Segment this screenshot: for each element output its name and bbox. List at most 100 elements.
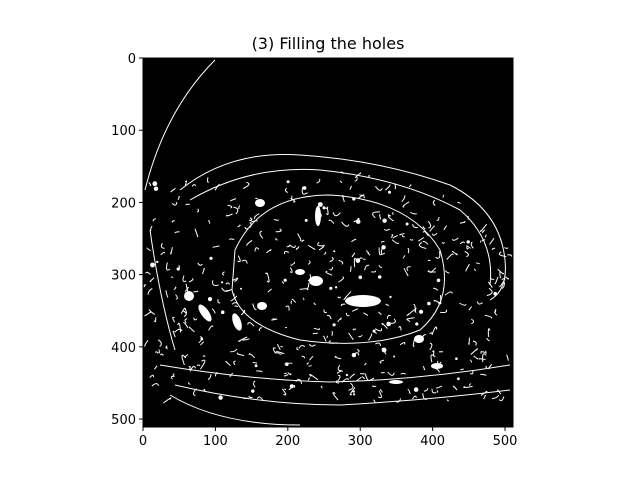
image-axes [142,57,514,428]
edge-fragment [415,307,417,314]
edge-fragment [469,359,473,363]
edge-fragment [275,237,278,241]
edge-fragment [498,396,505,402]
edge-fragment [160,242,165,249]
edge-fragment [341,378,349,383]
edge-fragment [436,385,443,389]
edge-fragment [208,219,211,224]
filled-hole [345,295,381,307]
edge-fragment [406,309,416,317]
edge-fragment [432,287,439,291]
edge-fragment [298,345,306,349]
edge-fragment [372,211,381,219]
edge-fragment [474,268,477,272]
edge-fragment [374,186,383,191]
edge-fragment [361,376,365,379]
y-axis: 0 100 200 300 400 500 [111,52,143,428]
edge-fragment [459,241,466,245]
edge-fragment [393,183,396,190]
edge-fragment [248,353,255,359]
edge-fragment [184,318,188,324]
filled-speck [352,197,356,201]
filled-speck [353,393,356,396]
edge-fragment [144,339,149,347]
edge-fragment [418,242,427,249]
edge-fragment [258,327,263,332]
edge-fragment [160,251,166,256]
edge-fragment [202,355,206,358]
edge-fragment [256,370,263,373]
filled-speck [334,286,338,289]
edge-fragment [170,276,174,279]
edge-fragment [395,398,402,403]
edge-fragment [242,338,250,341]
edge-fragment [429,332,433,335]
filled-speck [254,364,258,368]
edge-fragment [230,295,238,302]
edge-fragment [371,270,377,273]
edge-fragment [341,221,350,227]
edge-fragment [301,186,308,195]
edge-fragment [442,194,445,198]
filled-speck [207,297,213,302]
edge-fragment [358,334,363,338]
edge-fragment [234,305,239,308]
filled-speck [436,278,441,283]
edge-fragment [272,347,276,354]
edge-fragment [252,361,258,364]
edge-fragment [275,351,285,355]
filled-speck [389,295,392,299]
edge-fragment [231,302,238,305]
filled-speck [377,275,382,279]
edge-fragment [237,255,241,263]
filled-speck [322,206,326,210]
edge-fragment [191,184,197,187]
filled-speck [485,366,488,368]
edge-fragment [392,235,398,239]
edge-fragment [422,366,426,371]
edge-fragment [233,360,236,366]
edge-fragment [443,225,448,231]
edge-fragment [182,275,187,282]
edge-lower-band-1 [159,364,511,383]
y-tick-label: 300 [111,269,136,284]
edge-fragment [323,309,328,314]
edge-fragment [339,317,342,321]
edge-fragment [452,385,458,391]
edge-fragment [480,351,486,354]
filled-hole [431,363,443,369]
edge-fragment [475,262,480,265]
edge-fragment [399,233,405,236]
edge-fragment [390,234,394,238]
edge-fragment [469,370,474,375]
edge-fragment [232,293,236,296]
edge-fragment [422,393,428,400]
edge-fragment [379,389,383,393]
edge-fragment [478,358,486,360]
edge-fragment [366,250,370,254]
edge-fragment [172,330,176,338]
edge-fragment [482,353,487,363]
edge-fragment [166,262,171,271]
edge-fragment [390,318,396,324]
edge-fragment [148,308,156,315]
edge-fragment [481,239,486,242]
edge-fragment [429,225,435,232]
edge-fragment [408,184,412,188]
filled-hole [414,335,424,343]
edge-fragment [230,348,238,353]
edge-fragment [378,264,383,269]
edge-fragment [214,371,218,377]
edge-lower-band-3 [169,394,301,426]
x-tick-label: 500 [493,434,518,449]
edge-fragment [470,241,474,249]
edge-fragment [491,394,500,399]
edge-fragment [272,318,278,320]
edge-fragment [343,291,352,301]
edge-fragment [399,341,406,346]
edge-fragment [236,352,245,356]
edge-fragment [379,214,382,220]
edge-fragment [154,351,159,354]
edge-fragment [504,247,509,249]
edge-fragment [238,336,248,342]
